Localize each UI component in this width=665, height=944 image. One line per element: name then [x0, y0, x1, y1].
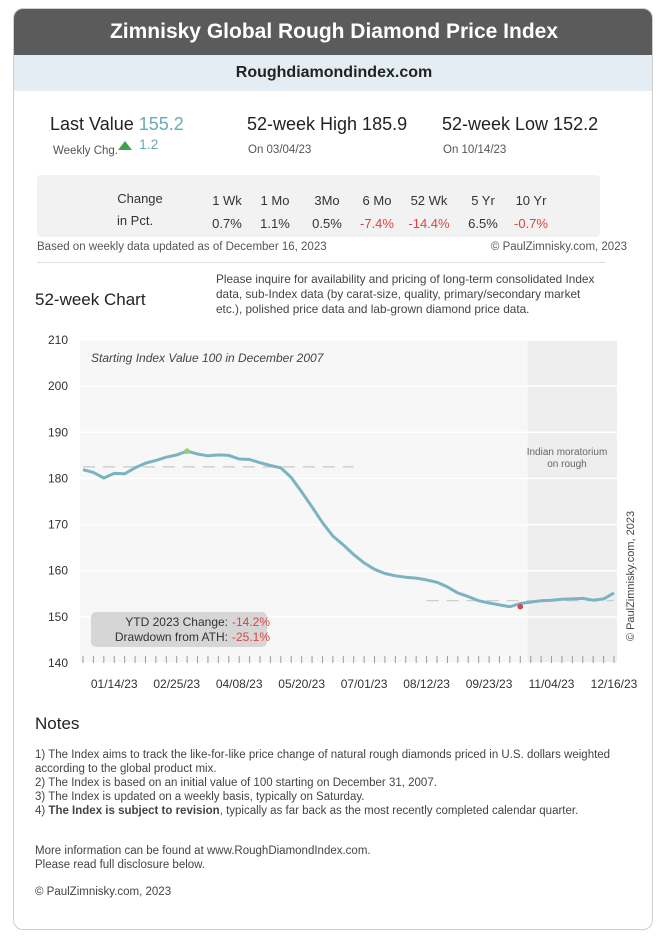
note-item-prefix: 4): [35, 805, 49, 817]
change-value: 1.1%: [260, 216, 290, 231]
up-arrow-icon: [118, 141, 132, 150]
high-date: On 03/04/23: [248, 144, 312, 156]
change-period: 1 Mo: [260, 193, 290, 208]
more-info-line: Please read full disclosure below.: [35, 859, 206, 871]
x-tick-label: 04/08/23: [216, 677, 263, 691]
x-tick-label: 01/14/23: [91, 677, 138, 691]
change-value: 0.7%: [212, 216, 242, 231]
low-date: On 10/14/23: [443, 144, 507, 156]
change-value: -14.4%: [408, 216, 450, 231]
drawdown-value: -25.1%: [232, 630, 270, 644]
change-label-1: Change: [117, 191, 163, 206]
copyright-bottom: © PaulZimnisky.com, 2023: [35, 886, 172, 898]
y-tick-label: 180: [48, 471, 68, 485]
plot-area: [80, 340, 617, 663]
change-table: [37, 175, 600, 237]
low-point-marker: [517, 603, 524, 610]
weekly-change-label: Weekly Chg.: [53, 145, 118, 157]
drawdown-label: Drawdown from ATH:: [115, 630, 228, 644]
x-tick-label: 12/16/23: [591, 677, 638, 691]
change-period: 1 Wk: [212, 193, 242, 208]
note-item-bold: The Index is subject to revision: [48, 805, 220, 817]
more-info-line: More information can be found at www.Rou…: [35, 845, 371, 857]
moratorium-label: on rough: [547, 459, 586, 470]
index-line: [82, 449, 615, 609]
change-label-2: in Pct.: [116, 213, 154, 228]
y-tick-label: 170: [48, 518, 68, 532]
note-item: 2) The Index is based on an initial valu…: [35, 777, 437, 789]
notes-title: Notes: [35, 714, 80, 733]
ytd-label: YTD 2023 Change:: [125, 615, 228, 629]
page-title: Zimnisky Global Rough Diamond Price Inde…: [14, 9, 652, 55]
x-tick-label: 07/01/23: [341, 677, 388, 691]
y-tick-label: 140: [48, 656, 68, 670]
high-point-marker: [184, 448, 190, 455]
change-period: 52 Wk: [410, 193, 448, 208]
copyright-top: © PaulZimnisky.com, 2023: [490, 241, 627, 253]
weekly-change-value: 1.2: [139, 136, 159, 152]
x-tick-label: 02/25/23: [153, 677, 200, 691]
x-tick-label: 11/04/23: [529, 677, 575, 691]
change-value: 0.5%: [312, 216, 342, 231]
change-period: 6 Mo: [362, 193, 392, 208]
change-value: -0.7%: [514, 216, 548, 231]
change-value: 6.5%: [468, 216, 498, 231]
last-value-label: Last Value: [50, 114, 134, 134]
x-tick-label: 08/12/23: [403, 677, 450, 691]
change-period: 10 Yr: [515, 193, 547, 208]
moratorium-label: Indian moratorium: [527, 447, 608, 458]
high-stat: 52-week High 185.9: [247, 114, 408, 134]
y-tick-label: 160: [48, 564, 68, 578]
moratorium-shade: [527, 340, 617, 663]
last-value: Last Value 155.2: [50, 114, 184, 135]
ytd-value: -14.2%: [232, 615, 270, 629]
y-tick-label: 210: [48, 333, 68, 347]
based-on-note: Based on weekly data updated as of Decem…: [37, 241, 327, 253]
note-item: 3) The Index is updated on a weekly basi…: [35, 791, 365, 803]
x-tick-label: 05/20/23: [278, 677, 325, 691]
y-tick-label: 200: [48, 379, 68, 393]
notes-list: 1) The Index aims to track the like-for-…: [35, 748, 620, 818]
site-link[interactable]: Roughdiamondindex.com: [14, 55, 652, 91]
low-stat: 52-week Low 152.2: [442, 114, 599, 134]
y-tick-label: 190: [48, 425, 68, 439]
change-period: 3Mo: [314, 193, 340, 208]
x-tick-label: 09/23/23: [466, 677, 513, 691]
starting-value-note: Starting Index Value 100 in December 200…: [91, 351, 325, 365]
inquire-text: Please inquire for availability and pric…: [216, 272, 595, 316]
ytd-box: [91, 612, 267, 647]
watermark: © PaulZimnisky.com, 2023: [625, 511, 637, 641]
change-period: 5 Yr: [471, 193, 495, 208]
y-tick-label: 150: [48, 610, 68, 624]
note-item-rest: , typically as far back as the most rece…: [219, 805, 579, 817]
note-item: 1) The Index aims to track the like-for-…: [35, 749, 611, 775]
last-value-number: 155.2: [138, 114, 184, 134]
change-value: -7.4%: [360, 216, 394, 231]
more-info: More information can be found at www.Rou…: [35, 844, 371, 872]
chart-title: 52-week Chart: [35, 290, 146, 309]
divider: [37, 262, 605, 263]
note-item: 4) The Index is subject to revision, typ…: [35, 804, 620, 818]
